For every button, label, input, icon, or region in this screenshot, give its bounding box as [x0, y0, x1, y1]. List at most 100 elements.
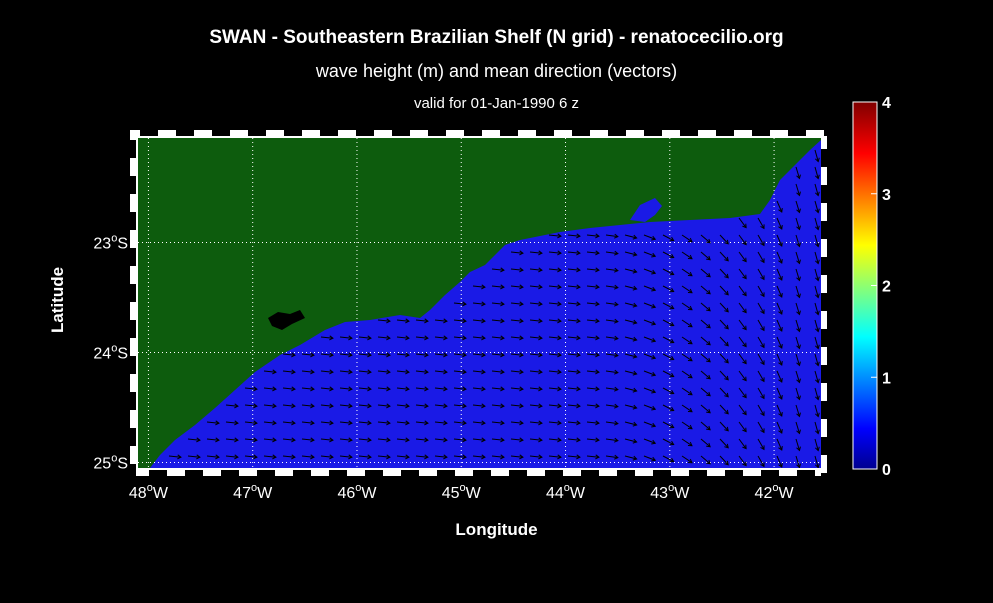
- wave-vector: [415, 370, 428, 373]
- wave-vector: [377, 370, 390, 373]
- wave-vector-head: [778, 258, 783, 264]
- wave-vector-head: [538, 386, 543, 392]
- wave-vector: [529, 319, 542, 322]
- wave-vector: [700, 404, 711, 414]
- wave-vector: [681, 268, 693, 277]
- wave-vector-head: [632, 370, 638, 376]
- wave-vector-head: [329, 335, 334, 341]
- wave-vector-head: [310, 454, 315, 460]
- wave-vector-head: [386, 420, 391, 426]
- wave-vector-head: [234, 437, 239, 443]
- wave-vector-head: [669, 389, 675, 395]
- wave-vector: [377, 387, 390, 390]
- wave-vector: [415, 404, 428, 407]
- wave-vector-head: [706, 459, 711, 465]
- wave-vector: [358, 370, 371, 373]
- wave-vector: [415, 438, 428, 441]
- wave-vector-head: [742, 325, 747, 331]
- wave-vector: [396, 421, 409, 424]
- wave-vector-head: [500, 301, 505, 307]
- wave-vector-head: [687, 458, 693, 464]
- wave-vector: [548, 421, 561, 424]
- wave-vector-head: [557, 454, 562, 460]
- wave-vector-head: [614, 250, 619, 256]
- wave-vector-head: [651, 388, 657, 394]
- valid-time: valid for 01-Jan-1990 6 z: [413, 95, 580, 112]
- wave-vector-head: [462, 420, 467, 426]
- wave-vector: [491, 404, 504, 407]
- wave-vector-head: [367, 437, 372, 443]
- wave-vector-head: [760, 394, 765, 400]
- wave-vector-head: [669, 304, 675, 310]
- wave-vector-head: [310, 420, 315, 426]
- wave-vector-head: [424, 403, 429, 409]
- wave-vector: [263, 421, 276, 424]
- wave-vector-head: [424, 352, 429, 358]
- wave-vector: [529, 455, 542, 458]
- wave-vector-head: [424, 318, 429, 324]
- wave-vector: [510, 370, 523, 373]
- wave-vector: [339, 387, 352, 390]
- wave-vector: [244, 421, 257, 424]
- wave-vector-head: [742, 461, 747, 467]
- wave-vector-head: [706, 306, 711, 312]
- wave-vector: [339, 404, 352, 407]
- y-axis-label: Latitude: [48, 266, 67, 334]
- wave-vector-head: [742, 444, 747, 450]
- wave-vector: [662, 302, 674, 309]
- wave-vector-head: [310, 437, 315, 443]
- wave-vector-head: [310, 386, 315, 392]
- wave-vector: [700, 370, 711, 380]
- wave-vector-head: [576, 420, 581, 426]
- wave-vector-head: [706, 289, 711, 295]
- wave-vector-head: [687, 373, 693, 379]
- wave-vector-head: [500, 352, 505, 358]
- wave-vector-head: [687, 407, 693, 413]
- wave-vector: [757, 217, 765, 229]
- wave-vector: [605, 302, 618, 306]
- wave-vector: [700, 319, 711, 329]
- wave-vector-head: [367, 335, 372, 341]
- wave-vector: [757, 438, 765, 450]
- wave-vector: [814, 455, 819, 468]
- y-tick-labels: 23oS 24oS 25oS: [93, 233, 128, 473]
- wave-vector-head: [405, 420, 410, 426]
- map-title: SWAN - Southeastern Brazilian Shelf (N g…: [209, 27, 784, 48]
- wave-vector-head: [557, 420, 562, 426]
- wave-vector-head: [443, 403, 448, 409]
- wave-vector: [529, 302, 542, 305]
- wave-vector: [738, 455, 747, 466]
- wave-vector: [605, 353, 618, 357]
- wave-vector: [605, 319, 618, 323]
- wave-vector: [643, 387, 656, 393]
- wave-vector-head: [557, 437, 562, 443]
- wave-vector: [529, 370, 542, 373]
- wave-vector: [529, 421, 542, 424]
- wave-vector: [795, 353, 800, 366]
- wave-vector: [605, 370, 618, 374]
- wave-vector: [263, 404, 276, 407]
- wave-vector: [339, 421, 352, 424]
- wave-vector-head: [742, 427, 747, 433]
- wave-vector: [719, 455, 729, 466]
- wave-vector-head: [706, 340, 711, 346]
- wave-vector: [453, 336, 466, 339]
- wave-vector-head: [405, 318, 410, 324]
- wave-vector-head: [538, 267, 543, 273]
- wave-vector-head: [177, 454, 182, 460]
- wave-vector-head: [481, 335, 486, 341]
- wave-vector: [301, 370, 314, 373]
- wave-vector-head: [706, 408, 711, 414]
- wave-vector-head: [778, 241, 783, 247]
- wave-vector: [225, 438, 238, 441]
- wave-vector: [681, 404, 693, 413]
- wave-vector: [529, 353, 542, 356]
- wave-vector: [225, 404, 238, 407]
- wave-vector: [510, 404, 523, 407]
- wave-vector: [206, 455, 219, 458]
- wave-vector: [814, 353, 819, 366]
- wave-vector-head: [669, 321, 675, 327]
- wave-vector: [434, 404, 447, 407]
- wave-vector-head: [253, 403, 258, 409]
- wave-vector-head: [742, 223, 747, 229]
